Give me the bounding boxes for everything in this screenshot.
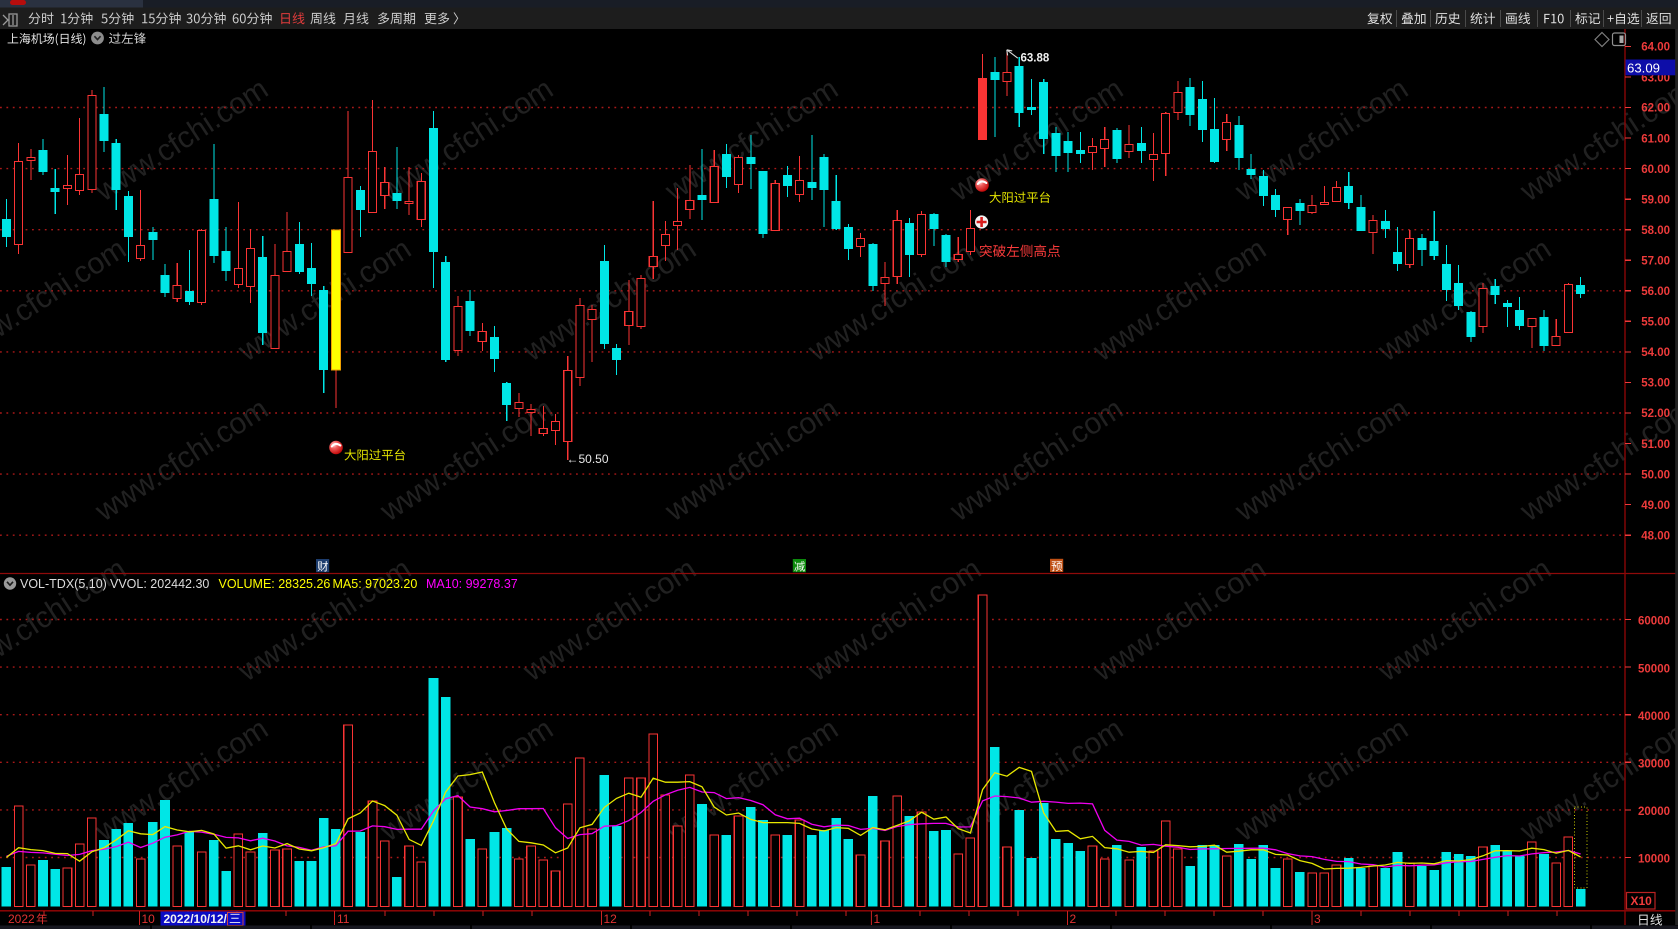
svg-text:63.88: 63.88 [1021, 53, 1050, 65]
svg-text:62.00: 62.00 [1641, 103, 1670, 115]
svg-text:60000: 60000 [1638, 616, 1670, 628]
svg-text:55.00: 55.00 [1641, 317, 1670, 329]
svg-text:60.00: 60.00 [1641, 164, 1670, 176]
svg-text:2022: 2022 [8, 912, 35, 926]
svg-text:54.00: 54.00 [1641, 347, 1670, 359]
svg-text:11: 11 [337, 912, 350, 926]
svg-text:10: 10 [142, 912, 156, 926]
svg-text:MA5: 97023.20: MA5: 97023.20 [333, 577, 418, 591]
svg-text:59.00: 59.00 [1641, 194, 1670, 206]
svg-text:64.00: 64.00 [1641, 42, 1670, 54]
svg-text:2022/10/12/: 2022/10/12/ [164, 912, 228, 926]
svg-text:3: 3 [1314, 912, 1321, 926]
svg-text:61.00: 61.00 [1641, 133, 1670, 145]
svg-text:20000: 20000 [1638, 806, 1670, 818]
svg-text:1: 1 [874, 912, 881, 926]
svg-text:51.00: 51.00 [1641, 439, 1670, 451]
svg-text:49.00: 49.00 [1641, 500, 1670, 512]
svg-text:VOLUME: 28325.26: VOLUME: 28325.26 [219, 577, 331, 591]
svg-text:40000: 40000 [1638, 711, 1670, 723]
svg-text:56.00: 56.00 [1641, 286, 1670, 298]
svg-text:10000: 10000 [1638, 854, 1670, 866]
svg-text:53.00: 53.00 [1641, 378, 1670, 390]
svg-text:12: 12 [604, 912, 618, 926]
svg-text:X10: X10 [1631, 894, 1653, 908]
svg-text:30000: 30000 [1638, 759, 1670, 771]
svg-text:48.00: 48.00 [1641, 530, 1670, 542]
svg-text:63.00: 63.00 [1641, 73, 1670, 85]
svg-text:MA10: 99278.37: MA10: 99278.37 [426, 577, 518, 591]
svg-text:VVOL: 202442.30: VVOL: 202442.30 [110, 577, 209, 591]
svg-text:2: 2 [1070, 912, 1077, 926]
svg-text:50.00: 50.00 [1641, 469, 1670, 481]
svg-text:50000: 50000 [1638, 663, 1670, 675]
svg-text:58.00: 58.00 [1641, 225, 1670, 237]
svg-text:←50.50: ←50.50 [567, 452, 609, 466]
svg-text:52.00: 52.00 [1641, 408, 1670, 420]
svg-text:57.00: 57.00 [1641, 255, 1670, 267]
svg-text:63.09: 63.09 [1627, 61, 1660, 76]
svg-text:VOL-TDX(5,10): VOL-TDX(5,10) [20, 577, 107, 591]
